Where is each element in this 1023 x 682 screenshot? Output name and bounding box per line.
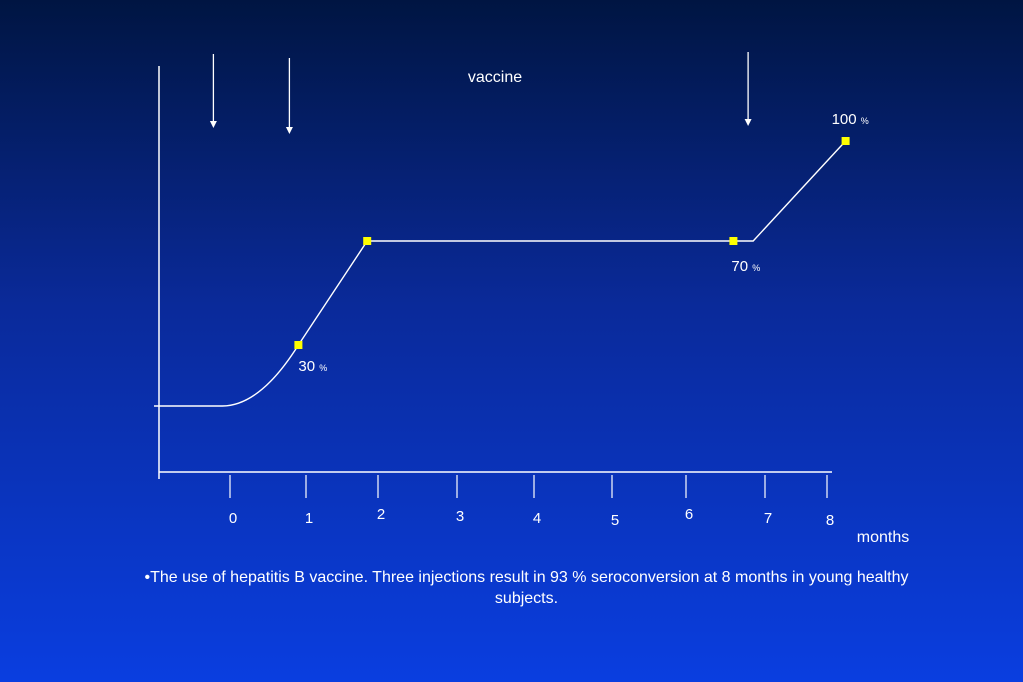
data-label: 100 % [832, 111, 869, 128]
vaccine-arrow-head [285, 127, 293, 134]
x-tick-label: 8 [826, 512, 834, 529]
x-tick-label: 2 [377, 506, 385, 523]
series-line [154, 140, 847, 407]
x-tick-label: 5 [611, 512, 619, 529]
data-point [294, 341, 303, 349]
x-tick-label: 7 [764, 510, 772, 527]
x-ticks: 0 1 2 3 4 5 6 7 8 [229, 475, 834, 529]
data-point [729, 237, 738, 245]
x-tick-label: 3 [456, 508, 464, 525]
data-point [841, 137, 850, 145]
x-axis-label: months [857, 529, 909, 546]
vaccine-arrows [209, 52, 752, 134]
caption: •The use of hepatitis B vaccine. Three i… [144, 569, 909, 607]
vaccine-arrow-head [209, 121, 217, 128]
data-label: 70 % [731, 258, 760, 275]
vaccine-arrow-head [744, 119, 752, 126]
x-tick-label: 6 [685, 506, 693, 523]
x-tick-label: 0 [229, 510, 237, 527]
data-markers: 30 % 70 % 100 % [294, 111, 869, 375]
x-tick-label: 1 [305, 510, 313, 527]
x-tick-label: 4 [533, 510, 541, 527]
data-point [363, 237, 372, 245]
data-label: 30 % [298, 358, 327, 375]
vaccine-label: vaccine [468, 69, 522, 86]
